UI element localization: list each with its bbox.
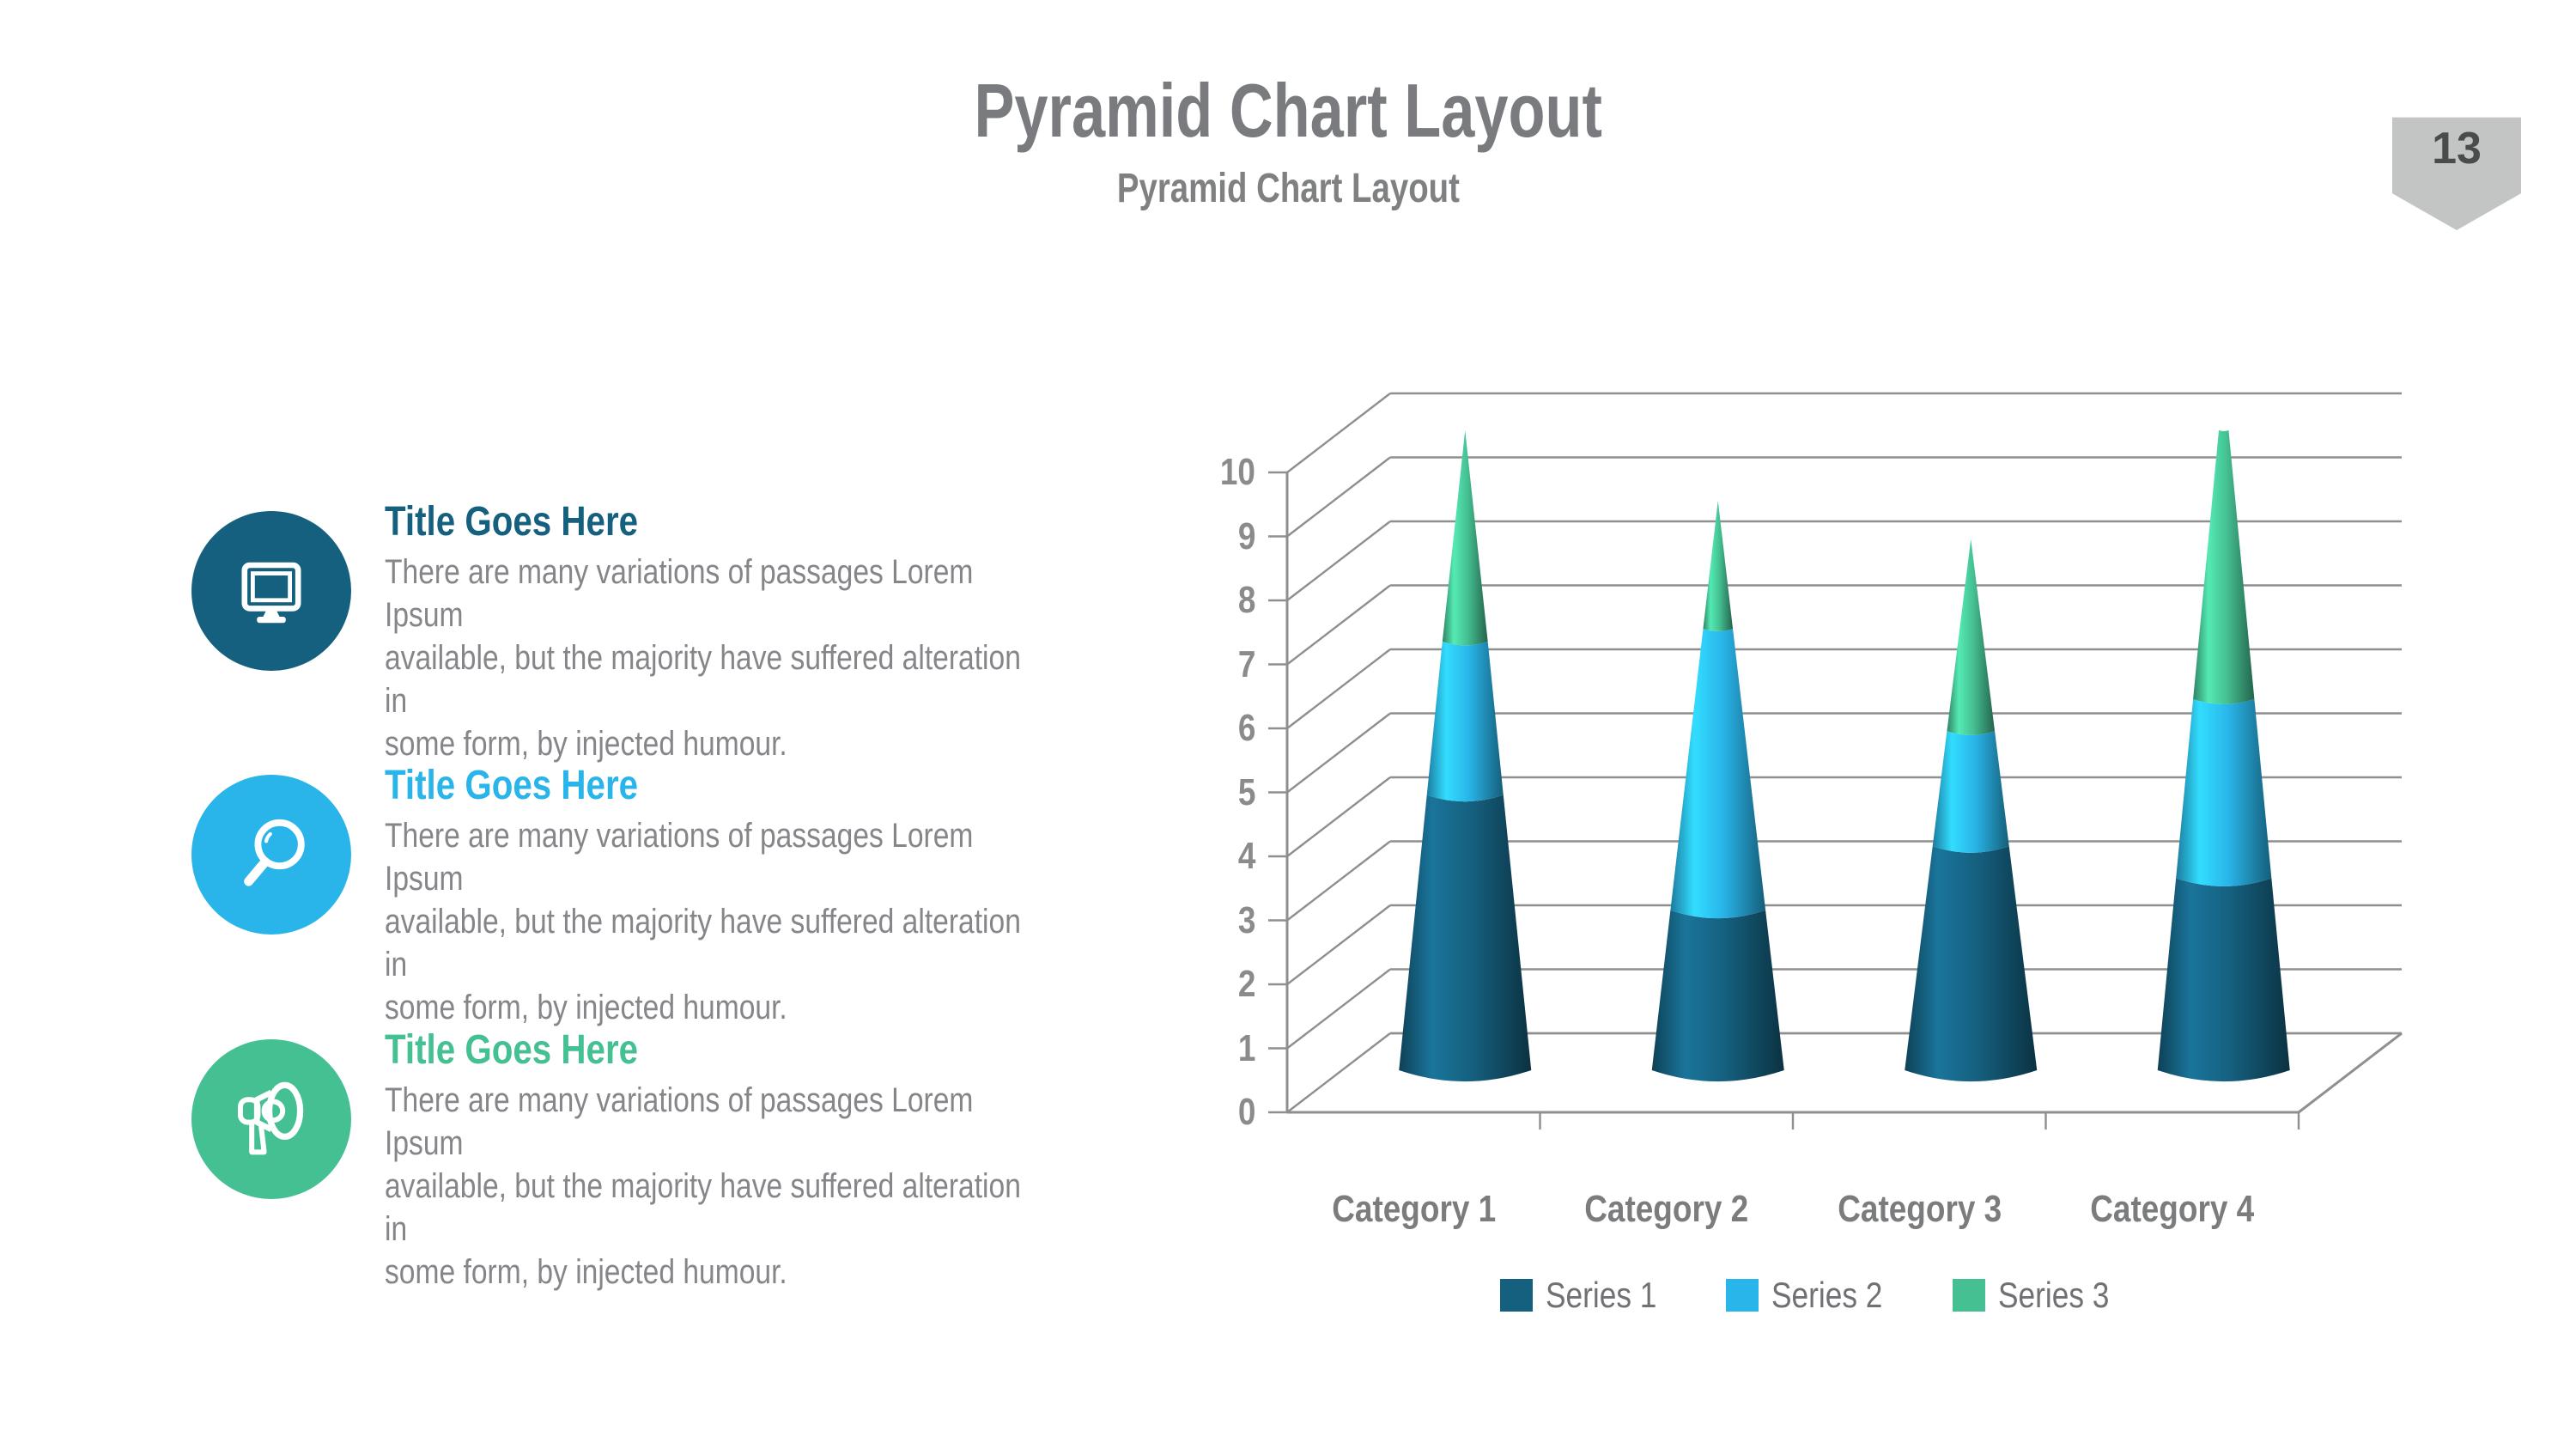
cone-segment-series-3-cat2	[1703, 500, 1734, 631]
feature-text-3: Title Goes Here There are many variation…	[385, 1024, 1175, 1294]
y-axis-label-3: 3	[1237, 898, 1255, 941]
legend-label-2: Series 2	[1771, 1275, 1883, 1315]
feature-body: There are many variations of passages Lo…	[385, 1081, 1021, 1291]
magnifier-icon	[244, 819, 305, 886]
cone-segment-series-1-cat2	[1651, 910, 1784, 1082]
legend-item-3: Series 3	[1952, 1275, 2130, 1315]
cone-segment-series-3-cat4	[2193, 430, 2255, 704]
category-label-4: Category 4	[2090, 1188, 2255, 1230]
feature-body: There are many variations of passages Lo…	[385, 553, 1021, 763]
feature-body: There are many variations of passages Lo…	[385, 817, 1021, 1026]
category-label-3: Category 3	[1837, 1188, 2002, 1230]
cone-segment-series-2-cat3	[1932, 731, 2009, 853]
y-axis-label-4: 4	[1237, 835, 1255, 877]
legend-item-2: Series 2	[1726, 1276, 1904, 1314]
magnifier-icon-circle	[191, 775, 351, 935]
cone-segment-series-2-cat2	[1670, 628, 1766, 919]
feature-title: Title Goes Here	[385, 1027, 639, 1073]
cone-segment-series-3-cat1	[1442, 430, 1488, 646]
y-axis-label-9: 9	[1237, 514, 1255, 557]
megaphone-icon	[238, 1081, 304, 1155]
feature-item-2: Title Goes Here There are many variation…	[191, 763, 1179, 1026]
legend-item-1: Series 1	[1500, 1276, 1678, 1314]
cone-segment-series-2-cat1	[1426, 641, 1504, 802]
feature-text-2: Title Goes Here There are many variation…	[385, 759, 1175, 1029]
megaphone-icon-circle	[191, 1039, 351, 1199]
cone-segment-series-1-cat3	[1905, 846, 2038, 1082]
page-number: 13	[2432, 124, 2482, 174]
y-axis-label-6: 6	[1237, 707, 1255, 749]
y-axis-label-5: 5	[1237, 770, 1255, 813]
y-axis-label-7: 7	[1237, 642, 1255, 685]
y-axis-label-10: 10	[1219, 451, 1255, 493]
y-axis-label-0: 0	[1237, 1091, 1255, 1133]
feature-item-1: Title Goes Here There are many variation…	[191, 499, 1179, 763]
cone-segment-series-1-cat1	[1399, 795, 1532, 1082]
page-title: Pyramid Chart Layout	[0, 67, 2576, 154]
page-title-text: Pyramid Chart Layout	[974, 68, 1602, 153]
legend-label-3: Series 3	[1997, 1275, 2109, 1315]
y-axis-label-2: 2	[1237, 963, 1255, 1005]
y-axis-label-1: 1	[1237, 1026, 1255, 1069]
legend-swatch-2	[1726, 1279, 1759, 1312]
page-subtitle-text: Pyramid Chart Layout	[1116, 166, 1460, 211]
legend-label-1: Series 1	[1546, 1275, 1657, 1315]
monitor-icon-circle	[191, 511, 351, 671]
cone-segment-series-2-cat4	[2176, 698, 2272, 886]
monitor-icon	[241, 562, 301, 624]
y-axis-label-8: 8	[1237, 579, 1255, 621]
page-subtitle: Pyramid Chart Layout	[0, 165, 2576, 212]
feature-item-3: Title Goes Here There are many variation…	[191, 1027, 1179, 1291]
feature-title: Title Goes Here	[385, 499, 639, 545]
legend-swatch-1	[1500, 1279, 1534, 1312]
legend-swatch-3	[1952, 1279, 1985, 1312]
category-label-2: Category 2	[1584, 1188, 1749, 1230]
feature-title: Title Goes Here	[385, 763, 639, 808]
chart-legend: Series 1 Series 2 Series 3	[1287, 1276, 2343, 1314]
feature-text-1: Title Goes Here There are many variation…	[385, 496, 1175, 765]
category-label-1: Category 1	[1331, 1188, 1496, 1230]
cone-segment-series-1-cat4	[2157, 878, 2290, 1082]
pyramid-cone-chart	[1268, 392, 2403, 1129]
cone-segment-series-3-cat3	[1947, 539, 1996, 735]
